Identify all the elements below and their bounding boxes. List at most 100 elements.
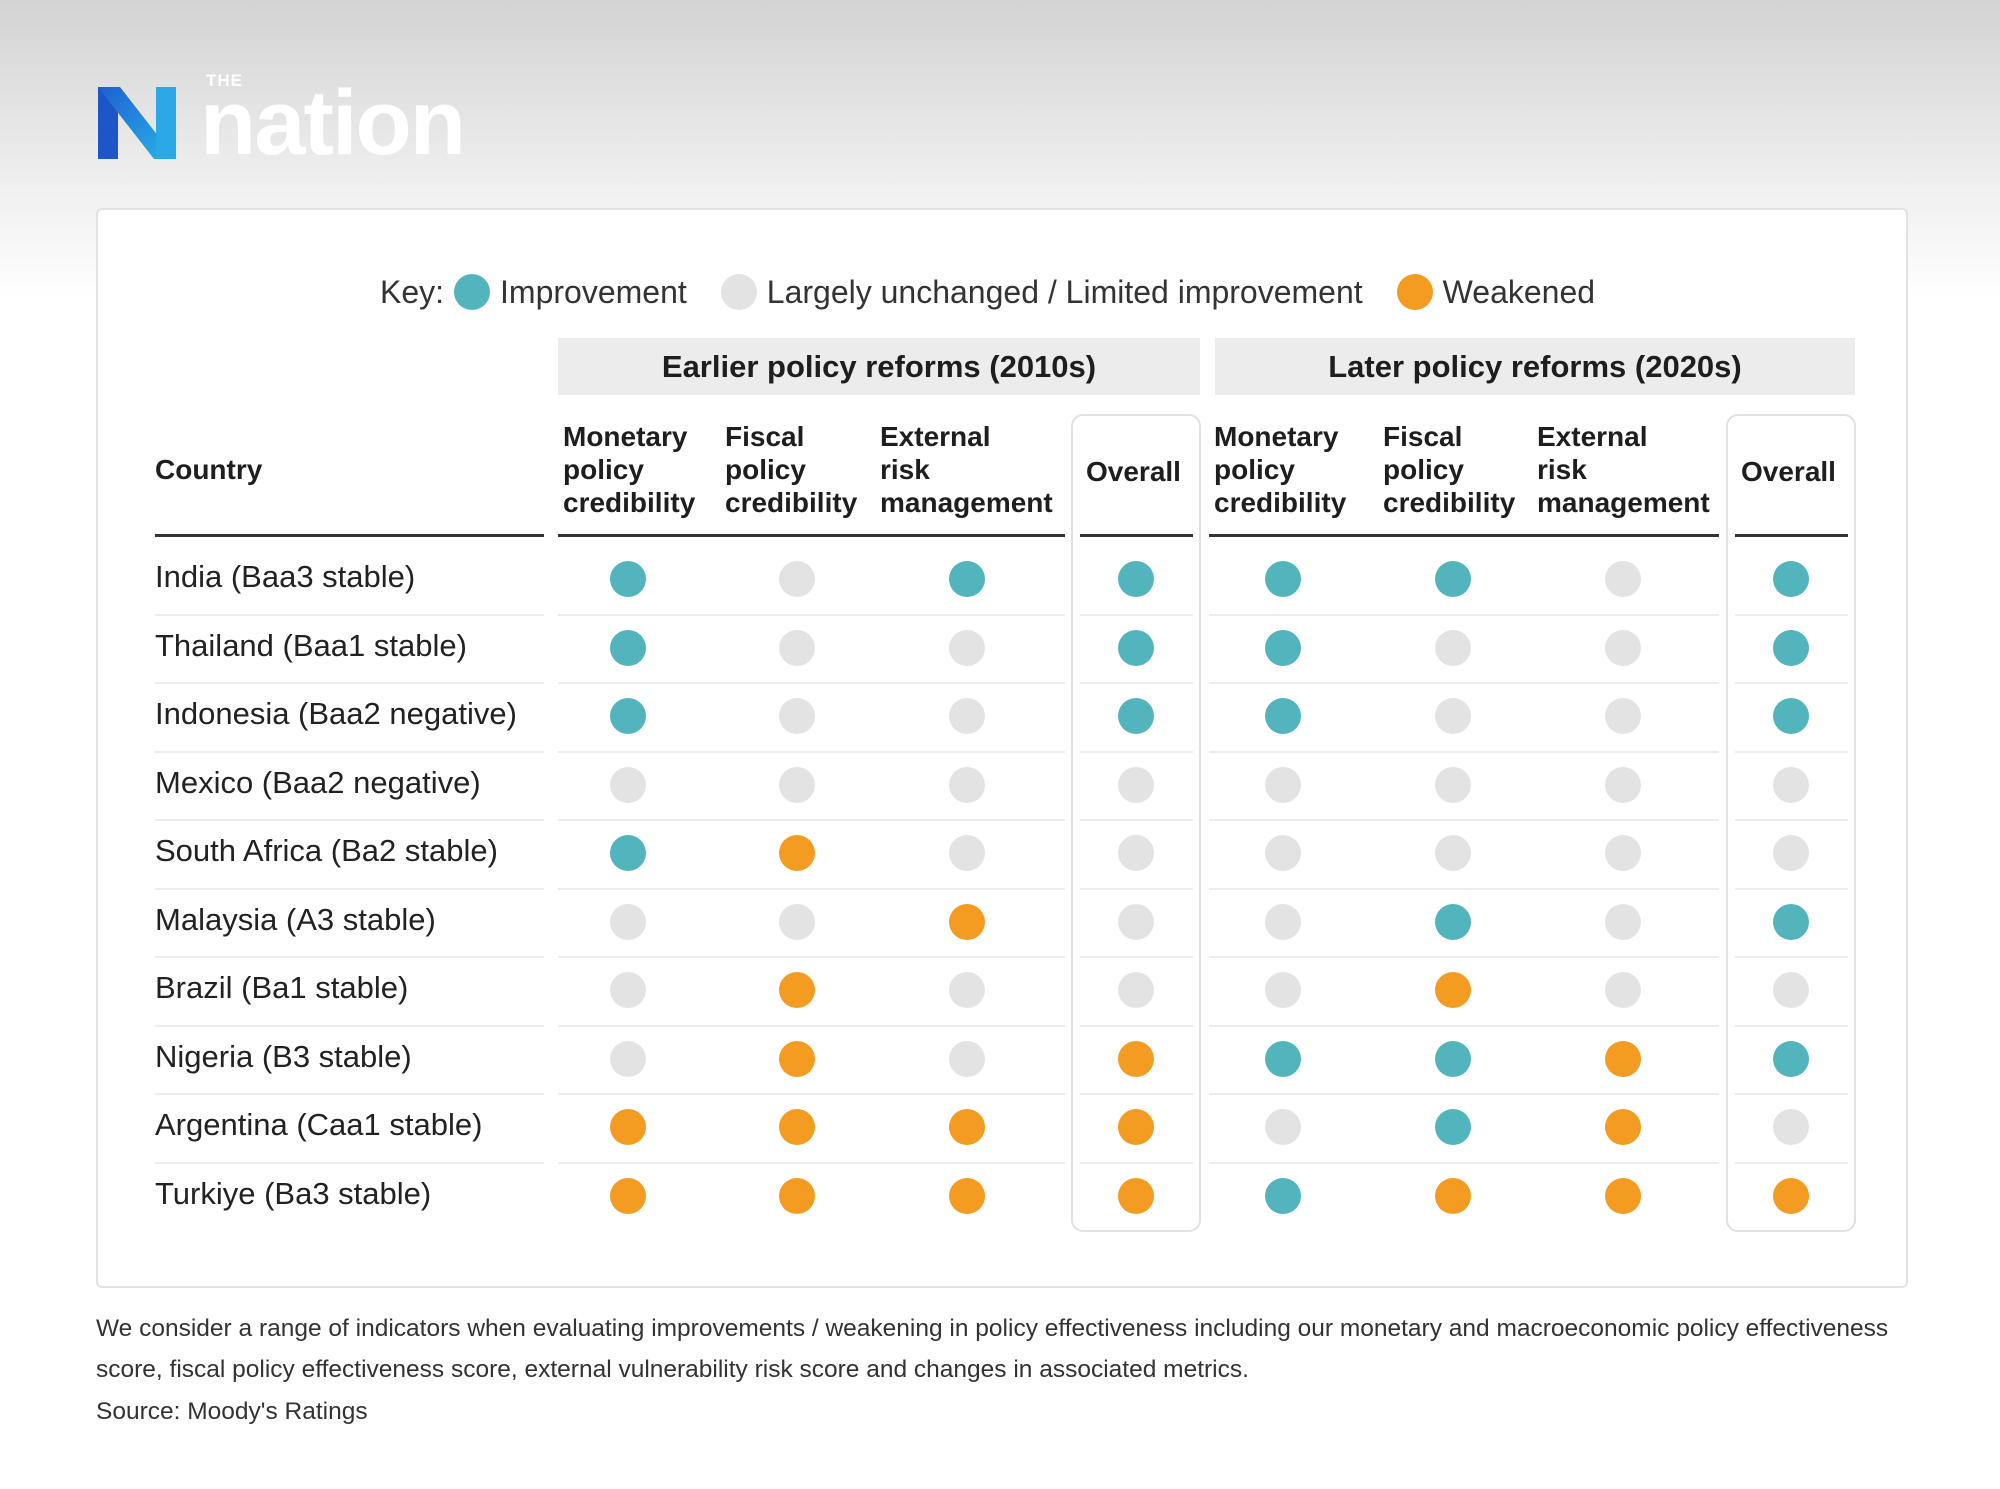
legend: Key: Improvement Largely unchanged / Lim… [380, 270, 1595, 314]
column-header-line: Monetary [1214, 421, 1339, 452]
row-separator [155, 956, 544, 958]
status-dot-unchanged [1773, 972, 1809, 1009]
row-separator [558, 819, 1065, 821]
status-dot-unchanged [949, 835, 985, 872]
row-separator [558, 1024, 1065, 1027]
status-dot-unchanged [949, 1040, 985, 1077]
source-note: Source: Moody's Ratings [96, 1398, 368, 1425]
row-country-label: India (Baa3 stable) [155, 559, 416, 595]
row-separator [1735, 1024, 1848, 1027]
status-dot-weakened [1435, 1177, 1471, 1214]
status-dot-unchanged [1265, 972, 1301, 1009]
row-separator [1209, 682, 1719, 684]
status-dot-weakened [1118, 1040, 1154, 1077]
status-dot-unchanged [1435, 835, 1471, 872]
logo-small-text: THE [206, 71, 243, 90]
status-dot-unchanged [610, 766, 646, 803]
legend-unchanged-label: Largely unchanged / Limited improvement [766, 273, 1363, 310]
status-dot-unchanged [779, 698, 815, 735]
status-dot-unchanged [1435, 698, 1471, 735]
row-separator [1735, 1161, 1848, 1164]
status-dot-unchanged [1435, 766, 1471, 803]
status-dot-weakened [1118, 1177, 1154, 1214]
row-separator [155, 613, 544, 616]
status-dot-improvement [1435, 1040, 1471, 1077]
row-separator [155, 887, 544, 890]
column-header-line: credibility [725, 487, 858, 518]
status-dot-weakened [1435, 972, 1471, 1009]
column-header-line: Fiscal [1383, 421, 1463, 452]
row-separator [1735, 956, 1848, 958]
status-dot-improvement [1773, 1040, 1809, 1077]
row-separator [1735, 750, 1848, 753]
row-separator [558, 1161, 1065, 1164]
row-separator [155, 1024, 544, 1027]
status-dot-weakened [779, 972, 815, 1009]
status-dot-unchanged [1265, 1109, 1301, 1146]
status-dot-unchanged [949, 629, 985, 666]
status-dot-improvement [1265, 561, 1301, 598]
status-dot-improvement [1773, 629, 1809, 666]
status-dot-weakened [1773, 1177, 1809, 1214]
row-separator [155, 1161, 544, 1164]
row-separator [1080, 819, 1193, 821]
status-dot-unchanged [610, 972, 646, 1009]
status-dot-unchanged [610, 903, 646, 940]
column-header-later-monetary: Monetary policy credibility [1214, 420, 1346, 519]
status-dot-weakened [779, 1109, 815, 1146]
status-dot-improvement [1265, 698, 1301, 735]
row-separator [558, 1093, 1065, 1095]
status-dot-unchanged [1773, 766, 1809, 803]
row-separator [1209, 819, 1719, 821]
status-dot-improvement [610, 561, 646, 598]
status-dot-improvement [1265, 1040, 1301, 1077]
column-header-line: External [1537, 421, 1648, 452]
header-rule-earlier [558, 534, 1065, 537]
row-country-label: Malaysia (A3 stable) [155, 901, 436, 937]
column-header-earlier-monetary: Monetary policy credibility [563, 420, 695, 519]
status-dot-improvement [1118, 561, 1154, 598]
header-rule-country [155, 534, 544, 537]
row-separator [155, 1093, 544, 1095]
status-dot-weakened [1605, 1040, 1641, 1077]
status-dot-improvement [1265, 1177, 1301, 1214]
row-separator [558, 750, 1065, 753]
row-separator [1209, 613, 1719, 616]
status-dot-unchanged [779, 629, 815, 666]
column-header-line: policy [563, 454, 644, 485]
overall-column-frame-later [1726, 414, 1856, 1232]
legend-unchanged-dot-icon [720, 274, 757, 310]
row-separator [1735, 682, 1848, 684]
status-dot-weakened [779, 1177, 815, 1214]
status-dot-unchanged [949, 766, 985, 803]
status-dot-improvement [1773, 903, 1809, 940]
status-dot-weakened [1118, 1109, 1154, 1146]
status-dot-unchanged [1118, 835, 1154, 872]
footnote: We consider a range of indicators when e… [96, 1315, 1889, 1383]
status-dot-unchanged [949, 698, 985, 735]
status-dot-unchanged [1773, 835, 1809, 872]
column-header-line: credibility [563, 487, 696, 518]
row-separator [1735, 819, 1848, 821]
row-country-label: Argentina (Caa1 stable) [155, 1107, 483, 1143]
column-header-line: Monetary [563, 421, 688, 452]
status-dot-improvement [949, 561, 985, 598]
column-header-line: management [880, 487, 1053, 518]
header-rule-later [1209, 534, 1719, 537]
status-dot-unchanged [1435, 629, 1471, 666]
legend-improvement-dot-icon [454, 274, 491, 310]
column-header-line: management [1537, 487, 1710, 518]
nation-logo-icon [98, 87, 176, 159]
header-rule-later-overall [1735, 534, 1848, 537]
status-dot-unchanged [1265, 766, 1301, 803]
status-dot-unchanged [1265, 903, 1301, 940]
status-dot-unchanged [1118, 903, 1154, 940]
column-header-line: policy [1214, 454, 1295, 485]
status-dot-improvement [610, 629, 646, 666]
row-country-label: Indonesia (Baa2 negative) [155, 696, 517, 732]
status-dot-weakened [949, 1177, 985, 1214]
row-separator [1735, 613, 1848, 616]
status-dot-unchanged [1605, 835, 1641, 872]
status-dot-improvement [1773, 698, 1809, 735]
status-dot-unchanged [1605, 766, 1641, 803]
